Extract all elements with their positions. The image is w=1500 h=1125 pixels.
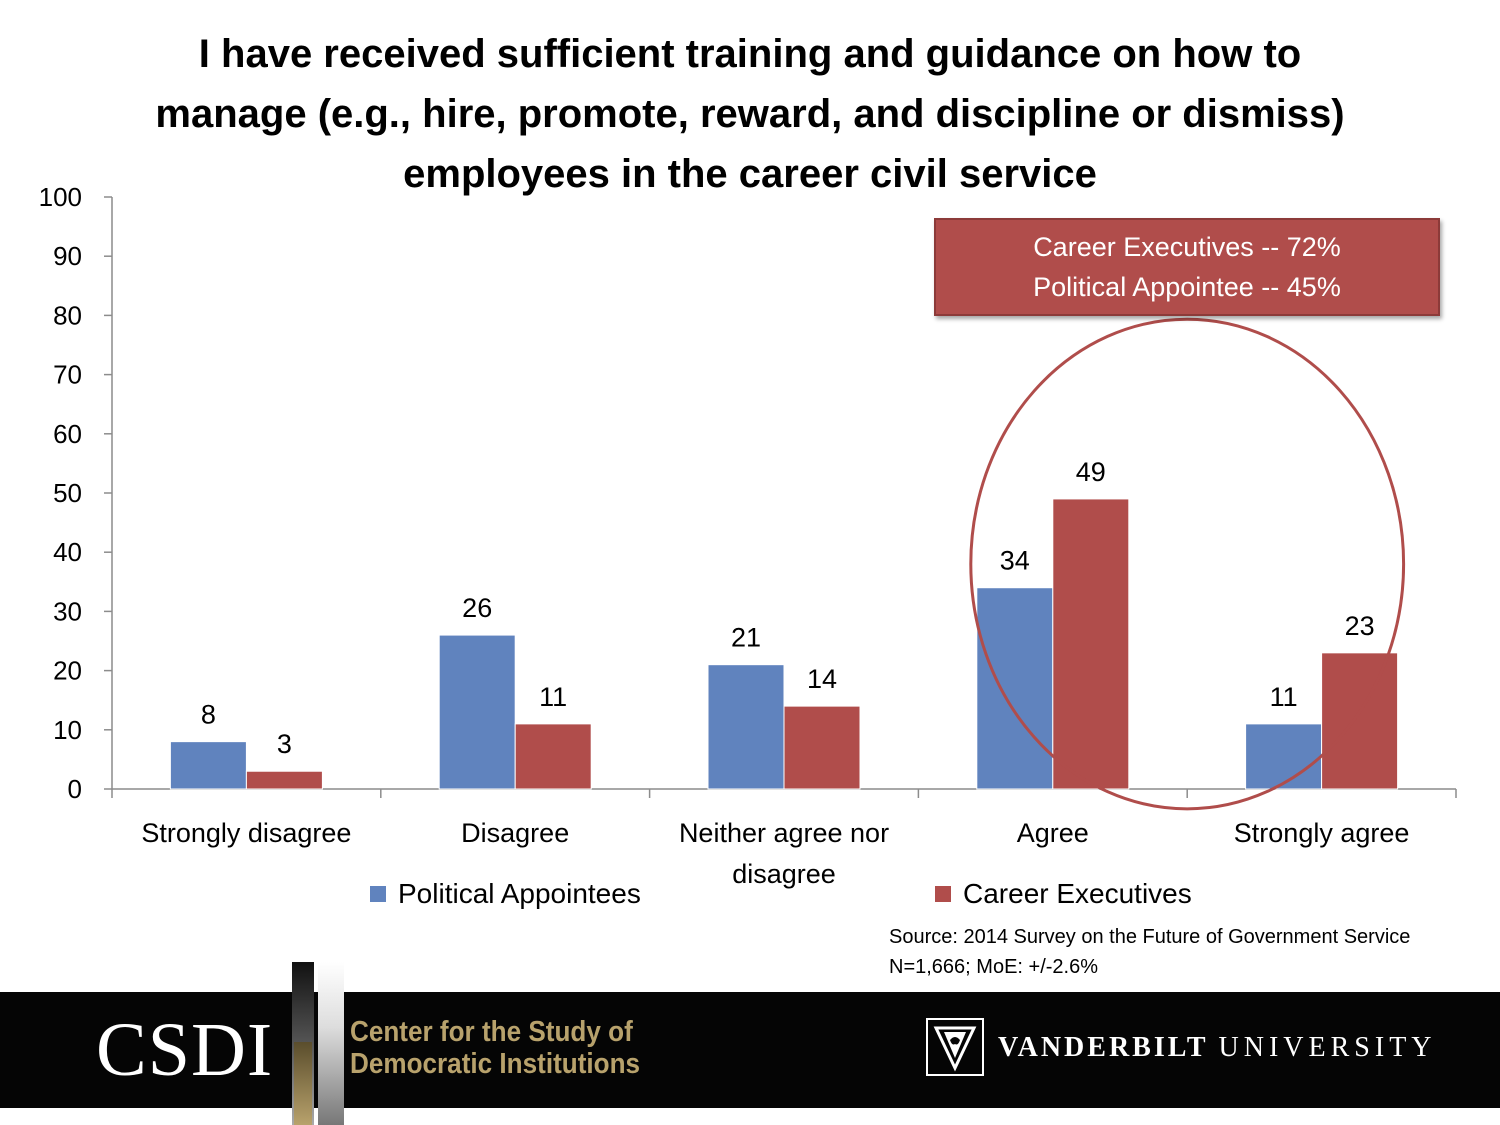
bar-political-2 xyxy=(707,664,785,790)
csdi-bar-gold xyxy=(294,1042,312,1125)
data-label-political-0: 8 xyxy=(201,700,216,730)
y-tick-label: 10 xyxy=(53,715,82,745)
bar-career-0 xyxy=(245,770,323,790)
data-label-career-2: 14 xyxy=(807,664,837,694)
y-tick-label: 100 xyxy=(39,182,82,212)
bar-career-3 xyxy=(1052,498,1130,790)
callout-line-career: Career Executives -- 72% xyxy=(1033,232,1341,262)
title-line-1: I have received sufficient training and … xyxy=(198,32,1302,76)
source-note: Source: 2014 Survey on the Future of Gov… xyxy=(889,922,1410,982)
data-label-political-3: 34 xyxy=(1000,546,1030,576)
data-label-political-1: 26 xyxy=(462,593,492,623)
chart-title: I have received sufficient training and … xyxy=(60,24,1440,204)
bar-chart: 0 10 20 30 40 50 60 70 80 90 100 8 3 Strongly disagre… xyxy=(39,182,1457,889)
legend-swatch-political xyxy=(370,886,386,902)
y-tick-label: 30 xyxy=(53,596,82,626)
bar-political-1 xyxy=(438,634,516,790)
y-tick-label: 70 xyxy=(53,360,82,390)
csdi-logo-gradient-bars xyxy=(292,962,344,1125)
legend-item-political-appointees: Political Appointees xyxy=(370,878,641,910)
legend-label-career: Career Executives xyxy=(963,878,1192,909)
csdi-full-name: Center for the Study of Democratic Insti… xyxy=(350,1016,640,1080)
summary-callout-box: Career Executives -- 72% Political Appoi… xyxy=(934,218,1440,316)
csdi-logo: CSDI xyxy=(96,1008,274,1092)
data-label-career-1: 11 xyxy=(539,682,567,712)
vanderbilt-word: VANDERBILT xyxy=(998,1032,1209,1063)
y-tick-label: 60 xyxy=(53,419,82,449)
legend-item-career-executives: Career Executives xyxy=(935,878,1192,910)
category-label-2-line-0: Neither agree nor xyxy=(679,818,889,848)
footer-bar xyxy=(0,992,1500,1108)
y-tick-label: 20 xyxy=(53,656,82,686)
sample-line: N=1,666; MoE: +/-2.6% xyxy=(889,956,1099,978)
bar-career-2 xyxy=(783,705,861,790)
data-label-career-0: 3 xyxy=(277,729,292,759)
category-label-3: Agree xyxy=(1017,818,1089,848)
csdi-name-line-2: Democratic Institutions xyxy=(350,1048,641,1080)
bar-career-4 xyxy=(1321,652,1399,790)
category-label-0: Strongly disagree xyxy=(141,818,351,848)
data-label-political-2: 21 xyxy=(731,623,761,653)
data-label-career-3: 49 xyxy=(1076,457,1106,487)
legend-label-political: Political Appointees xyxy=(398,878,641,909)
source-line: Source: 2014 Survey on the Future of Gov… xyxy=(889,926,1411,948)
bar-political-4 xyxy=(1245,723,1323,790)
title-line-3: employees in the career civil service xyxy=(403,152,1097,196)
highlight-ellipse xyxy=(969,317,1406,811)
category-label-2-line-1: disagree xyxy=(732,859,836,889)
vanderbilt-v-oak-icon xyxy=(926,1018,984,1076)
data-label-political-4: 11 xyxy=(1270,682,1298,712)
data-label-career-4: 23 xyxy=(1345,611,1375,641)
csdi-name-line-1: Center for the Study of xyxy=(350,1016,633,1048)
category-label-4: Strongly agree xyxy=(1234,818,1410,848)
csdi-bar-light xyxy=(318,962,344,1125)
bar-career-1 xyxy=(514,723,592,790)
university-word: UNIVERSITY xyxy=(1218,1032,1437,1063)
y-tick-label: 40 xyxy=(53,537,82,567)
chart-legend: Political Appointees Career Executives xyxy=(370,878,1250,918)
y-tick-label: 0 xyxy=(68,774,82,804)
title-line-2: manage (e.g., hire, promote, reward, and… xyxy=(155,92,1345,136)
bar-political-3 xyxy=(976,587,1054,790)
y-tick-label: 80 xyxy=(53,300,82,330)
vanderbilt-university-wordmark: VANDERBILT UNIVERSITY xyxy=(998,1032,1437,1064)
bar-political-0 xyxy=(169,741,247,790)
callout-line-political: Political Appointee -- 45% xyxy=(1033,272,1341,302)
y-tick-label: 50 xyxy=(53,478,82,508)
y-tick-label: 90 xyxy=(53,241,82,271)
category-label-1: Disagree xyxy=(461,818,569,848)
legend-swatch-career xyxy=(935,886,951,902)
